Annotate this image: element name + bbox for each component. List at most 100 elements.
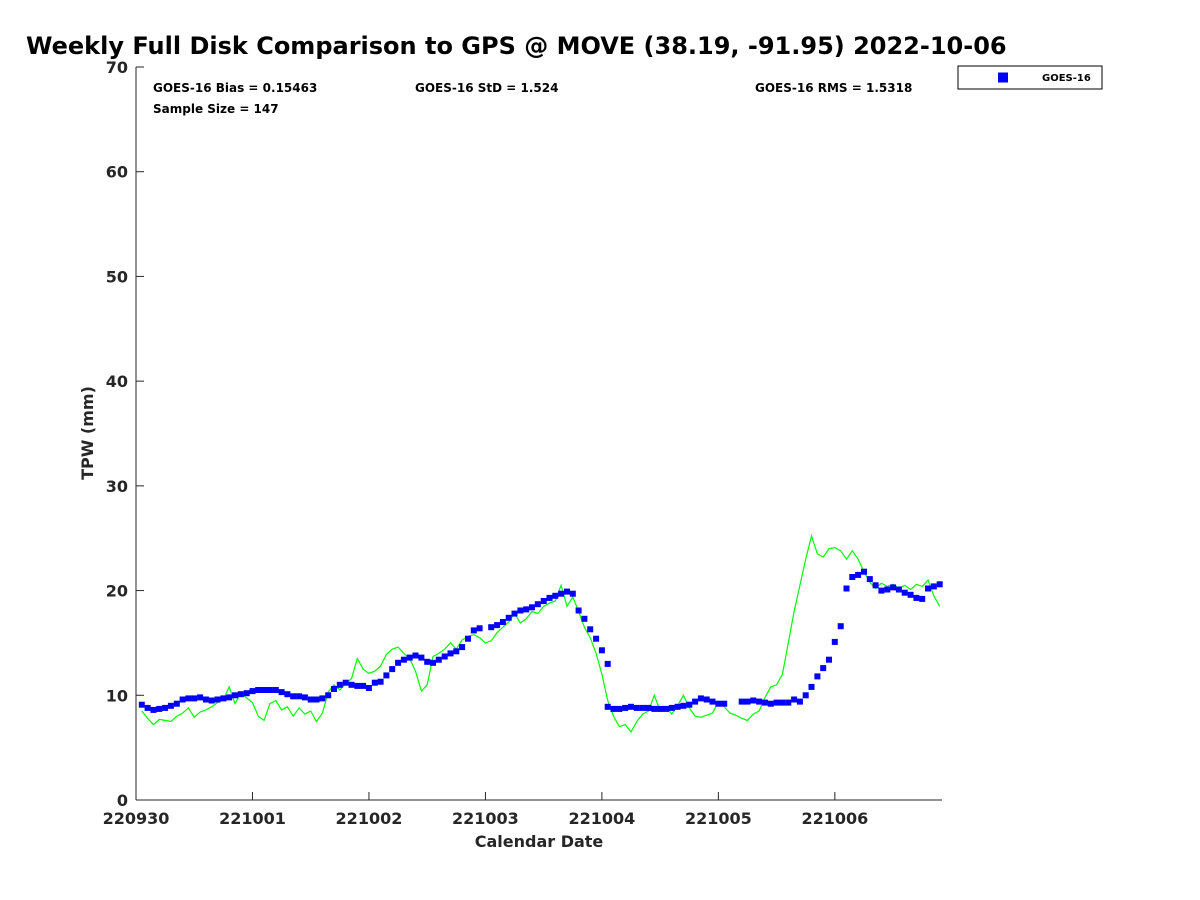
goes16-data-point [138, 701, 145, 708]
x-tick-label: 221004 [568, 809, 635, 828]
goes16-data-point [814, 673, 821, 680]
goes16-data-point [697, 695, 704, 702]
goes16-data-point [459, 644, 466, 651]
goes16-data-point [564, 588, 570, 595]
sample-size-annotation: Sample Size = 147 [153, 102, 279, 116]
goes16-data-point [150, 706, 157, 713]
goes16-data-point [913, 594, 920, 601]
goes16-data-point [831, 638, 838, 645]
goes16-data-point [360, 682, 367, 689]
goes16-data-point [610, 705, 617, 712]
goes16-data-point [162, 704, 169, 711]
goes16-data-point [604, 660, 611, 667]
goes16-data-point [791, 696, 798, 703]
goes16-data-point [756, 698, 763, 705]
goes16-data-point [633, 704, 640, 711]
y-tick-label: 40 [106, 372, 128, 391]
goes16-data-point [214, 696, 221, 703]
goes16-data-point [709, 698, 716, 705]
y-tick-label: 50 [106, 267, 128, 286]
goes16-data-point [616, 705, 623, 712]
goes16-data-point [220, 695, 227, 702]
goes16-data-point [208, 697, 215, 704]
goes16-data-point [424, 658, 431, 665]
goes16-data-point [371, 679, 378, 686]
chart-title: Weekly Full Disk Comparison to GPS @ MOV… [26, 32, 1007, 60]
goes16-data-point [365, 685, 372, 691]
goes16-data-point [884, 586, 891, 593]
stats-annotations: GOES-16 Bias = 0.15463 GOES-16 StD = 1.5… [153, 81, 912, 116]
goes16-data-point [750, 697, 757, 704]
rms-annotation: GOES-16 RMS = 1.5318 [755, 81, 912, 95]
y-tick-label: 60 [106, 163, 128, 182]
goes16-data-point [185, 695, 192, 702]
goes16-data-point [890, 584, 897, 591]
goes16-data-point [348, 681, 355, 688]
goes16-data-point [173, 700, 180, 707]
goes16-data-point [266, 687, 273, 693]
goes16-data-point [290, 693, 297, 700]
goes16-data-point [453, 648, 460, 655]
y-tick-label: 0 [117, 791, 128, 810]
goes16-data-point [773, 699, 780, 706]
goes16-data-point [826, 656, 832, 663]
goes16-data-point [156, 705, 163, 712]
axes [135, 67, 942, 801]
y-axis-label: TPW (mm) [78, 386, 97, 480]
goes16-data-point [523, 606, 530, 613]
goes16-data-point [558, 590, 565, 597]
goes16-data-point [738, 698, 745, 705]
goes16-data-point [895, 586, 902, 593]
goes16-data-point [855, 571, 862, 578]
goes16-data-point [645, 704, 652, 711]
goes16-data-point [668, 704, 675, 711]
y-ticks: 0 10 20 30 40 50 60 70 [106, 58, 144, 810]
goes16-data-point [692, 698, 699, 705]
goes16-data-point [144, 704, 151, 711]
gps-line-layer [141, 533, 941, 733]
y-tick-label: 20 [106, 582, 128, 601]
goes16-data-point [703, 696, 710, 703]
goes16-data-point [278, 689, 285, 696]
goes16-data-point [587, 626, 594, 633]
goes16-data-point [395, 659, 402, 666]
x-axis-label: Calendar Date [475, 832, 604, 851]
goes16-data-point [202, 696, 209, 703]
goes16-data-point [307, 696, 314, 703]
goes16-marker-layer [138, 568, 943, 713]
goes16-data-point [762, 699, 768, 706]
x-tick-label: 221003 [452, 809, 519, 828]
goes16-data-point [517, 607, 524, 614]
std-annotation: GOES-16 StD = 1.524 [415, 81, 558, 95]
goes16-data-point [808, 683, 815, 690]
goes16-data-point [639, 704, 646, 711]
legend-box [957, 65, 1103, 90]
gps-series-line [141, 533, 941, 733]
goes16-data-point [237, 691, 244, 698]
goes16-data-point [197, 694, 204, 701]
goes16-data-point [261, 687, 268, 693]
goes16-data-point [435, 656, 442, 663]
goes16-data-point [575, 607, 582, 614]
goes16-data-point [331, 686, 337, 692]
goes16-data-point [925, 585, 931, 592]
goes16-data-point [325, 692, 332, 699]
goes16-data-point [313, 696, 320, 703]
goes16-data-point [255, 687, 262, 693]
goes16-data-point [651, 705, 658, 712]
x-ticks: 220930 221001 221002 221003 221004 221005 2210… [103, 792, 868, 828]
goes16-data-point [488, 624, 495, 631]
goes16-data-point [861, 568, 867, 575]
goes16-data-point [849, 574, 856, 580]
goes16-data-point [400, 656, 407, 663]
y-tick-label: 30 [106, 477, 128, 496]
goes16-data-point [820, 665, 827, 672]
goes16-data-point [581, 615, 588, 622]
goes16-data-point [744, 698, 751, 705]
goes16-data-point [319, 695, 326, 702]
legend-label: GOES-16 [1042, 73, 1091, 84]
goes16-data-point [872, 582, 879, 589]
goes16-data-point [499, 619, 506, 625]
x-tick-label: 221006 [801, 809, 868, 828]
